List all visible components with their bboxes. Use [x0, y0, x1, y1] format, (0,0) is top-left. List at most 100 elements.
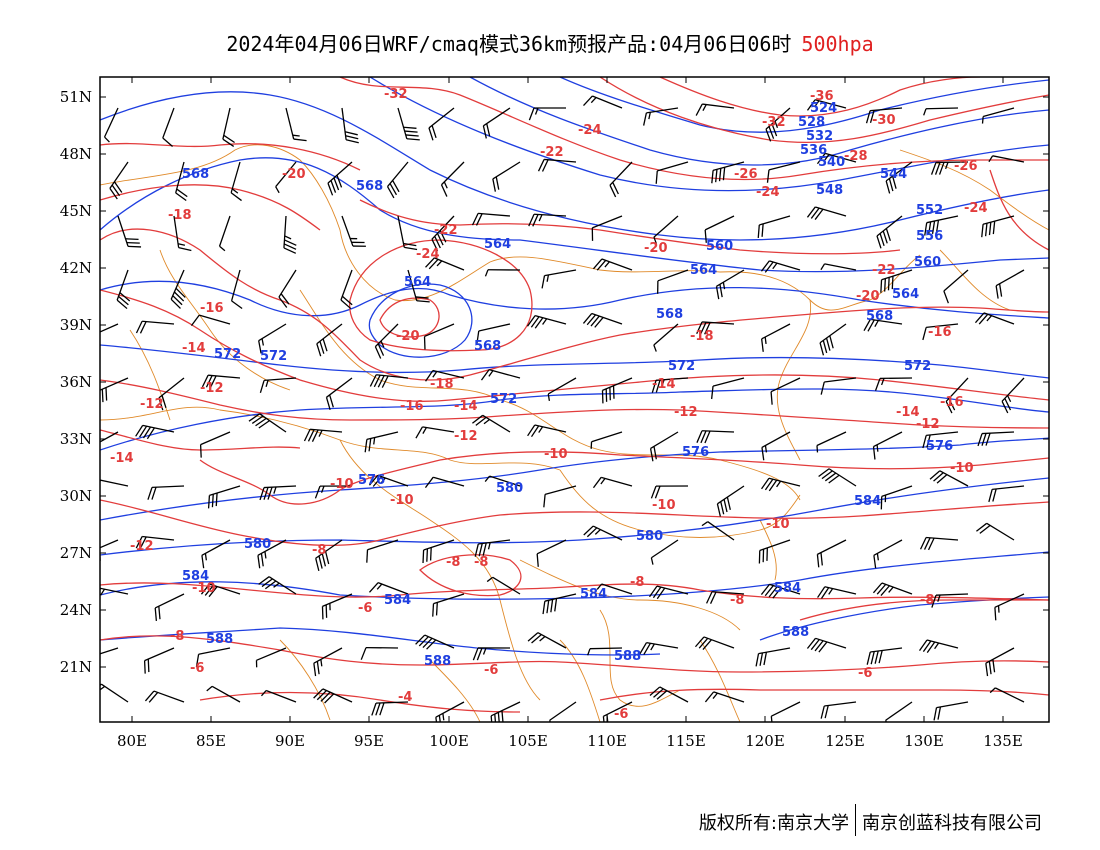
height-label: 572 — [668, 359, 695, 374]
wind-barb — [255, 647, 287, 668]
wind-barb — [770, 377, 801, 405]
wind-barb — [360, 646, 399, 660]
wind-barb — [885, 701, 913, 722]
temp-label: -22 — [434, 223, 458, 238]
wind-barb — [643, 107, 679, 126]
lat-label: 51N — [60, 88, 92, 106]
height-label: 572 — [260, 349, 287, 364]
wind-barb — [872, 582, 913, 596]
wind-barb — [866, 647, 903, 665]
lat-label: 48N — [60, 145, 92, 163]
latitude-axis: 51N 48N 45N 42N 39N 36N 33N 30N 27N 24N … — [60, 88, 1049, 676]
wind-barb — [653, 215, 679, 244]
wind-barb — [649, 686, 689, 703]
temp-label: -18 — [690, 329, 714, 344]
wind-barb — [415, 426, 455, 439]
wind-barb — [472, 414, 511, 433]
lon-label: 130E — [904, 732, 944, 750]
temp-label: -12 — [674, 405, 698, 420]
temp-label: -30 — [872, 113, 896, 128]
temp-label: -22 — [872, 263, 896, 278]
wind-barb — [806, 99, 847, 111]
wind-barb — [582, 312, 623, 328]
wind-barb — [207, 485, 241, 509]
map-title: 2024年04月06日WRF/cmaq模式36km预报产品:04月06日06时 5… — [0, 28, 1100, 57]
height-label: 572 — [490, 392, 517, 407]
wind-barb — [981, 107, 1015, 124]
height-label: 580 — [244, 537, 271, 552]
wind-barb — [340, 269, 353, 310]
wind-barb — [423, 323, 455, 350]
lon-label: 105E — [508, 732, 548, 750]
wind-barb — [425, 369, 465, 382]
wind-barb — [103, 107, 119, 143]
temp-label: -22 — [540, 145, 564, 160]
wind-barb — [154, 593, 185, 621]
temp-label: -6 — [858, 666, 872, 681]
wind-barb — [816, 539, 847, 568]
wind-barb — [696, 430, 735, 444]
wind-barb — [100, 479, 129, 487]
wind-barb — [760, 260, 801, 273]
wind-barb — [945, 377, 969, 414]
wind-barb — [206, 685, 241, 703]
lon-label: 85E — [196, 732, 226, 750]
temp-label: -8 — [730, 593, 744, 608]
height-label: 572 — [904, 359, 931, 374]
temp-label: -14 — [110, 451, 134, 466]
wind-barb — [415, 634, 455, 650]
wind-barb — [259, 377, 297, 394]
wind-barb — [364, 431, 399, 453]
lon-label: 90E — [275, 732, 305, 750]
lat-label: 45N — [60, 202, 92, 220]
country-boundaries — [100, 144, 1049, 722]
temp-label: -10 — [390, 493, 414, 508]
wind-barb — [527, 424, 567, 438]
wind-barbs — [100, 95, 1025, 722]
temp-label: -10 — [950, 461, 974, 476]
height-label: 576 — [682, 445, 709, 460]
wind-barb — [173, 215, 192, 252]
wind-barb — [819, 323, 847, 356]
wind-barb — [880, 485, 913, 510]
wind-barb — [929, 470, 969, 487]
wind-barb — [313, 647, 343, 677]
temp-label: -14 — [454, 399, 478, 414]
wind-barb — [135, 320, 175, 334]
temp-label: -16 — [928, 325, 952, 340]
height-label: 572 — [214, 347, 241, 362]
wind-barb — [135, 424, 175, 440]
wind-barb — [923, 107, 959, 116]
wind-barb — [257, 539, 287, 569]
wind-barb — [761, 431, 791, 461]
wind-barb — [587, 647, 623, 656]
wind-barb — [648, 585, 689, 600]
wind-barb — [341, 215, 366, 247]
wind-barb — [170, 269, 186, 309]
temp-label: -10 — [330, 477, 354, 492]
wind-barb — [484, 269, 521, 277]
wind-barb — [931, 593, 969, 608]
wind-barb — [977, 431, 1015, 447]
wind-barb — [313, 688, 353, 704]
lat-label: 33N — [60, 430, 92, 448]
wind-barb — [817, 586, 857, 599]
wind-barb — [283, 215, 297, 254]
wind-barb — [528, 213, 567, 227]
wind-barb — [651, 377, 689, 393]
temp-label: -20 — [396, 329, 420, 344]
wind-barb — [472, 647, 511, 661]
wind-barb — [248, 413, 287, 433]
temp-label: -28 — [844, 149, 868, 164]
temp-label: -24 — [578, 123, 602, 138]
lon-label: 120E — [745, 732, 785, 750]
temp-label: -16 — [200, 301, 224, 316]
wind-barb — [985, 647, 1015, 677]
wind-barb — [325, 377, 353, 410]
wind-barb — [918, 639, 959, 654]
wind-barb — [222, 107, 235, 147]
wind-barb — [366, 539, 399, 563]
wind-barb — [474, 539, 511, 557]
temp-label: -18 — [430, 377, 454, 392]
wind-barb — [885, 161, 913, 194]
